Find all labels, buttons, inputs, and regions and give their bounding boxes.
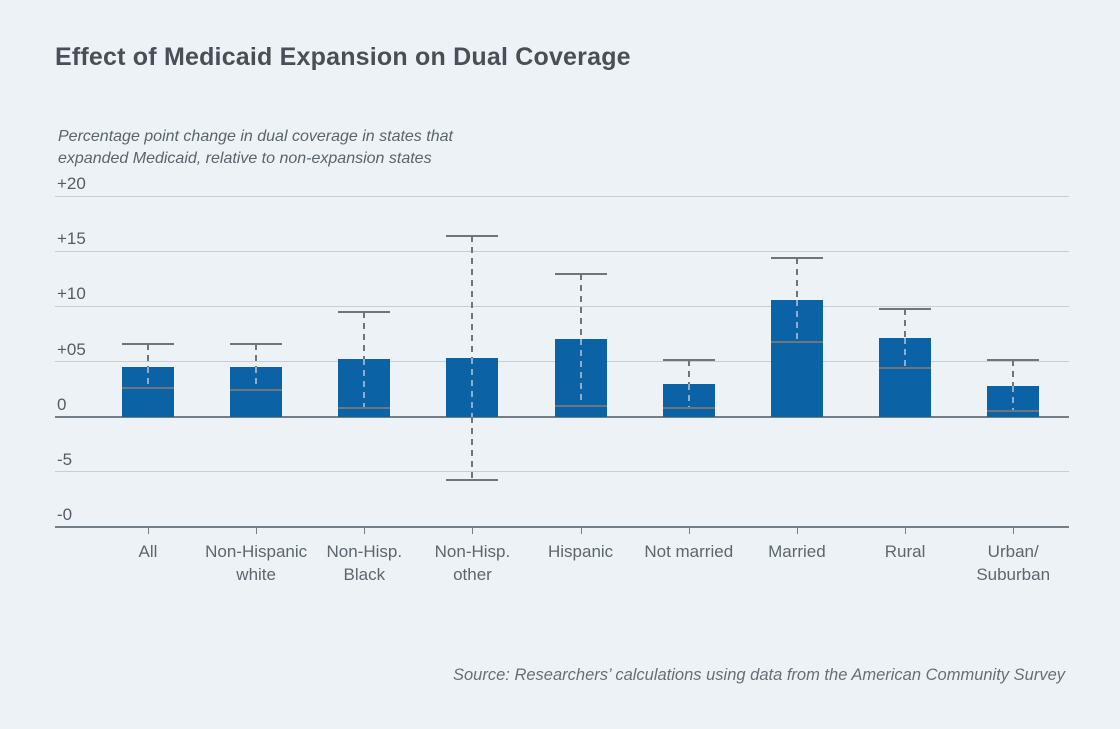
x-axis-tick <box>148 527 149 534</box>
gridline <box>55 195 1069 197</box>
x-axis-category-label: Hispanic <box>547 542 614 561</box>
x-axis-category-label: Non-Hisp. other <box>434 542 511 584</box>
error-bar-lower-line <box>554 404 607 407</box>
y-axis-tick-label: -0 <box>57 505 73 524</box>
error-bar-dash <box>471 358 474 417</box>
x-axis-category-label: All <box>138 542 158 561</box>
x-axis-tick <box>472 527 474 534</box>
error-bar-dash <box>579 339 582 406</box>
gridline <box>55 305 1069 307</box>
x-axis-tick <box>688 527 690 534</box>
x-axis-tick <box>905 527 907 534</box>
gridline <box>55 250 1069 252</box>
error-bar-upper-cap <box>879 307 932 310</box>
error-bar-dash <box>795 299 798 342</box>
y-axis-tick-label: +15 <box>57 229 86 249</box>
x-axis-category-label: Not married <box>644 542 734 561</box>
chart-subtitle: Percentage point change in dual coverage… <box>58 128 453 167</box>
error-bar-dash <box>795 257 798 300</box>
error-bar-dash <box>255 343 258 367</box>
x-axis-category-label: Non-Hispanic white <box>205 542 308 584</box>
x-axis-category-label: Urban/ Suburban <box>976 542 1051 584</box>
y-axis-tick-label: -5 <box>57 449 73 469</box>
error-bar-upper-cap <box>122 342 174 345</box>
y-axis-tick-label: +05 <box>57 339 86 359</box>
plot-area: +20 +15 +10 +05 0 -5 -0 All Non-Hispanic white No… <box>55 175 1069 584</box>
x-axis-tick <box>364 527 366 534</box>
x-axis-tick <box>256 527 258 534</box>
error-bar-dash <box>1012 360 1015 386</box>
error-bar-dash <box>471 416 474 480</box>
x-axis-tick <box>1013 527 1015 534</box>
error-bar-dash <box>471 235 474 359</box>
error-bar-dash <box>579 274 582 340</box>
error-bar-upper-cap <box>230 342 283 345</box>
error-bar-lower-line <box>879 367 932 370</box>
y-axis-tick-label: +10 <box>57 284 86 304</box>
error-bar-lower-line <box>770 340 823 343</box>
error-bar-upper-cap <box>662 359 715 362</box>
error-bar-lower-line <box>230 389 283 392</box>
y-axis-tick-label: 0 <box>57 394 67 414</box>
chart-title: Effect of Medicaid Expansion on Dual Cov… <box>55 43 631 71</box>
error-bar-dash <box>1012 385 1015 412</box>
error-bar-lower-line <box>122 386 174 389</box>
error-bar-dash <box>255 367 258 391</box>
error-bar-upper-cap <box>770 256 823 259</box>
error-bar-dash <box>904 308 907 339</box>
error-bar-lower-line <box>987 410 1040 413</box>
error-bar-dash <box>147 367 149 388</box>
y-axis-tick-label: +20 <box>57 174 86 193</box>
gridline <box>55 471 1069 473</box>
error-bar-dash <box>363 359 366 408</box>
gridline <box>55 415 1069 418</box>
error-bar-dash <box>687 360 690 384</box>
error-bar-dash <box>363 311 366 360</box>
error-bar-upper-cap <box>338 310 391 313</box>
x-axis-category-label: Married <box>768 542 826 561</box>
error-bar-lower-line <box>662 406 715 409</box>
error-bar-lower-cap <box>446 478 499 481</box>
error-bar-dash <box>147 343 149 367</box>
error-bar-dash <box>904 338 907 369</box>
error-bar-upper-cap <box>446 234 499 237</box>
x-axis-category-label: Non-Hisp. Black <box>326 542 403 584</box>
x-axis-tick <box>796 527 798 534</box>
error-bar-upper-cap <box>987 359 1040 362</box>
x-axis-tick <box>580 527 582 534</box>
error-bar-dash <box>687 383 690 408</box>
x-axis-category-label: Rural <box>884 542 926 561</box>
source-note: Source: Researchers’ calculations using … <box>453 666 1065 684</box>
error-bar-lower-line <box>338 406 391 409</box>
error-bar-upper-cap <box>554 273 607 276</box>
gridline <box>55 526 1069 528</box>
